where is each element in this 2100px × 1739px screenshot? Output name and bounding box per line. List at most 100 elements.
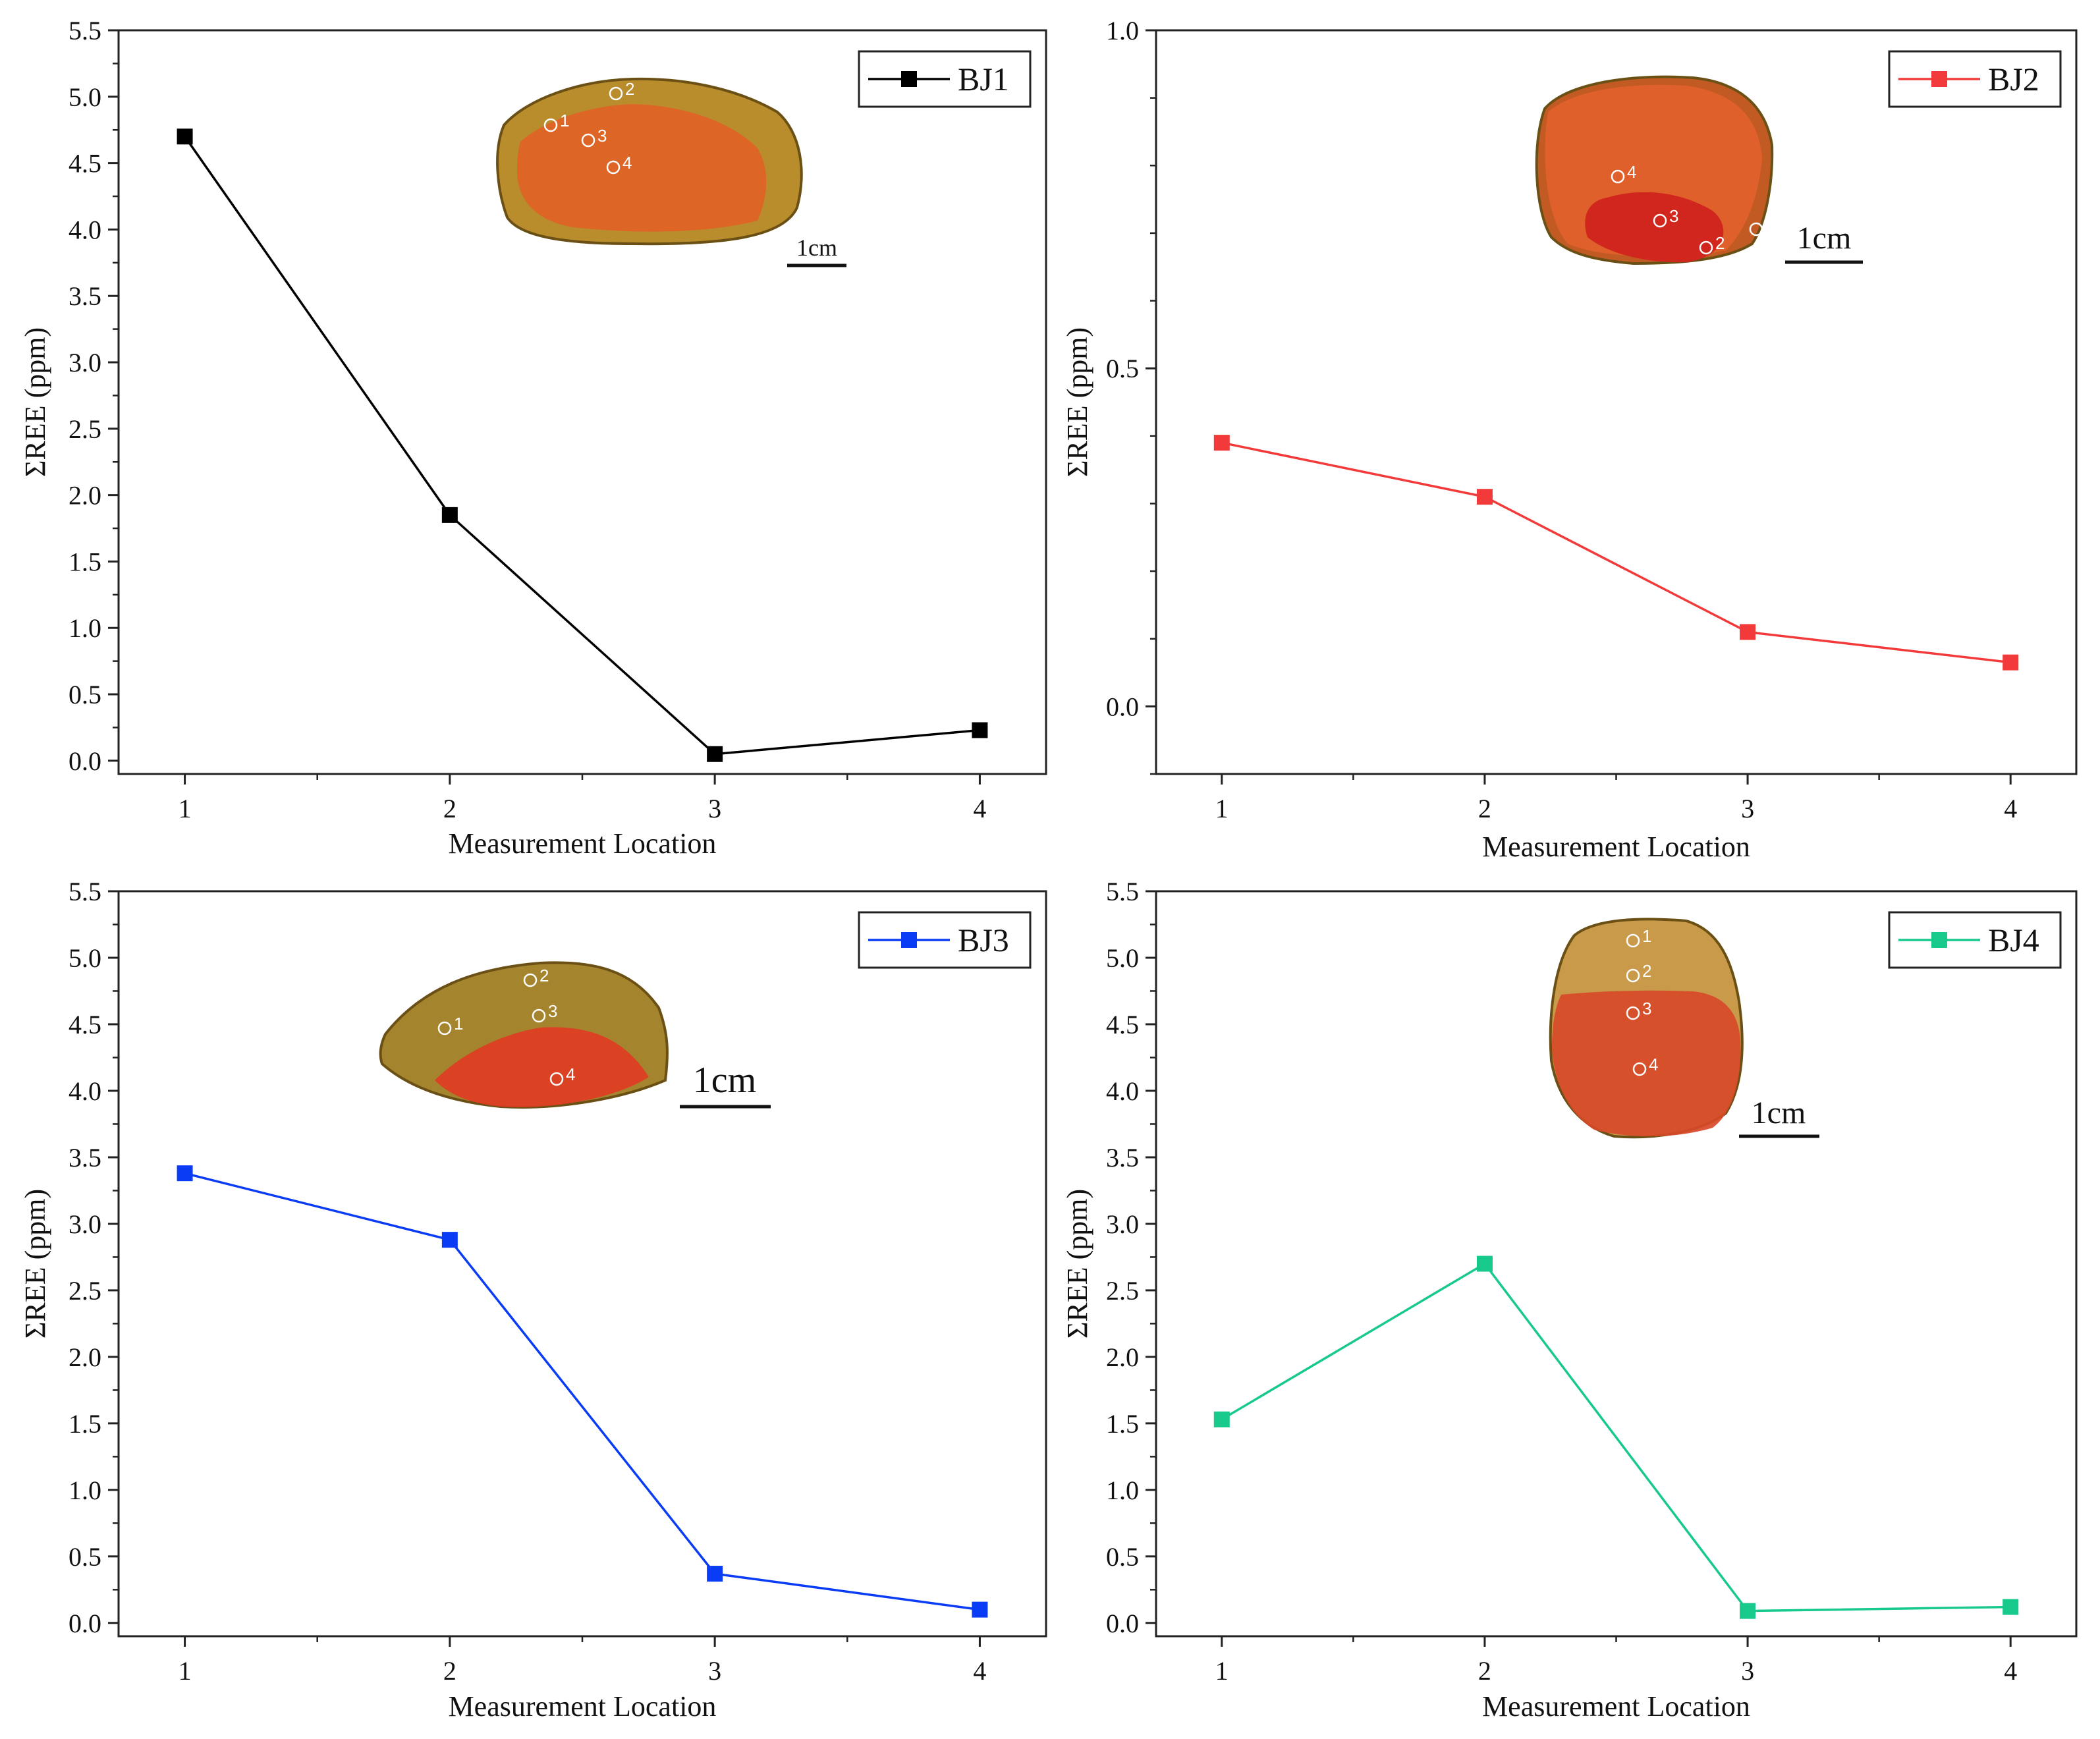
legend-label: BJ2 — [1988, 61, 2039, 97]
y-tick-label: 1.0 — [69, 1476, 101, 1505]
y-tick-label: 4.5 — [1106, 1010, 1139, 1039]
legend-marker-swatch — [901, 932, 917, 948]
specimen-photo: 1 2 34 1cm — [496, 77, 846, 267]
data-point — [707, 746, 723, 762]
data-point — [1740, 624, 1756, 640]
measurement-spot — [549, 1072, 564, 1086]
series-line-bj2 — [1221, 441, 2011, 664]
measurement-spot-label: 4 — [622, 153, 632, 173]
legend-marker-swatch — [901, 71, 917, 87]
x-tick-label: 2 — [443, 794, 456, 823]
y-tick-label: 5.0 — [69, 943, 101, 973]
y-tick-label: 1.5 — [69, 1409, 101, 1439]
y-tick-label: 3.5 — [69, 1143, 101, 1173]
x-tick-label: 3 — [708, 1656, 721, 1686]
x-tick-label: 2 — [1478, 1656, 1491, 1686]
x-tick-label: 4 — [973, 1656, 986, 1686]
y-tick-label: 2.5 — [69, 414, 101, 444]
y-tick-label: 2.0 — [1106, 1342, 1139, 1372]
y-tick-label: 1.5 — [1106, 1409, 1139, 1439]
panel-bj2: 0.0 0.5 1.0 1 2 3 4 Measurement Location ΣREE (p… — [1061, 16, 2078, 863]
y-tick-label: 4.5 — [69, 149, 101, 179]
y-tick-label: 1.0 — [1106, 16, 1139, 45]
y-tick-label: 3.0 — [69, 1209, 101, 1239]
legend-marker-swatch — [1931, 71, 1947, 87]
x-tick-label: 1 — [1215, 794, 1229, 823]
measurement-spot — [1611, 169, 1625, 184]
measurement-spot-label: 1 — [1642, 926, 1651, 946]
y-tick-label: 3.0 — [1106, 1209, 1139, 1239]
panel-bj4: 0.0 0.5 1.0 1.5 2.0 2.5 3.0 3.5 4.0 4.5 5.0 5.5 1 2 3 4… — [1061, 877, 2078, 1723]
measurement-spot — [1626, 1006, 1640, 1020]
scale-bar-label: 1cm — [1752, 1095, 1806, 1130]
data-point — [441, 1232, 458, 1248]
measurement-spot-label: 3 — [1669, 206, 1678, 226]
x-tick-label: 1 — [1215, 1656, 1229, 1686]
legend-marker-swatch — [1931, 932, 1947, 948]
y-tick-label: 4.0 — [69, 1076, 101, 1106]
specimen-red-zone — [1585, 192, 1724, 263]
y-tick-label: 3.5 — [69, 281, 101, 311]
y-tick-label: 0.5 — [69, 1542, 101, 1572]
y-tick-label: 3.5 — [1106, 1143, 1139, 1173]
scale-bar-label: 1cm — [796, 235, 837, 261]
data-point — [707, 1566, 723, 1582]
measurement-spot-label: 1 — [560, 111, 569, 130]
x-tick-label: 2 — [1478, 794, 1491, 823]
x-tick-label: 4 — [973, 794, 986, 823]
data-point — [972, 1601, 988, 1618]
x-tick-label: 1 — [179, 794, 192, 823]
measurement-spot — [543, 118, 558, 132]
x-tick-label: 1 — [179, 1656, 192, 1686]
y-tick-label: 1.0 — [1106, 1476, 1139, 1505]
x-axis-title: Measurement Location — [1482, 831, 1750, 863]
y-tick-label: 5.5 — [1106, 877, 1139, 906]
data-point — [1476, 1256, 1493, 1272]
x-tick-label: 4 — [2004, 794, 2017, 823]
data-point — [2003, 654, 2019, 671]
y-tick-label: 5.5 — [69, 877, 101, 906]
y-tick-label: 0.0 — [69, 746, 101, 776]
specimen-core — [1552, 990, 1741, 1137]
y-tick-label: 4.5 — [69, 1010, 101, 1039]
y-axis-title: ΣREE (ppm) — [1061, 1189, 1093, 1339]
measurement-spot-label: 4 — [1627, 162, 1636, 182]
measurement-spot-label: 1 — [1765, 215, 1775, 235]
measurement-spot — [1626, 933, 1640, 948]
data-point — [1213, 435, 1230, 451]
data-point — [177, 1165, 193, 1182]
x-tick-label: 3 — [708, 794, 721, 823]
measurement-spot — [1632, 1062, 1647, 1076]
y-tick-label: 0.0 — [1106, 692, 1139, 721]
legend: BJ3 — [858, 911, 1032, 969]
measurement-spot-label: 1 — [454, 1014, 463, 1034]
data-point — [1740, 1603, 1756, 1619]
y-tick-label: 2.5 — [1106, 1276, 1139, 1306]
scale-bar-label: 1cm — [1797, 221, 1852, 256]
y-tick-label: 1.5 — [69, 547, 101, 576]
panel-bj1: 0.00.51.01.52.02.53.03.54.04.55.05.51 2 3 4… — [19, 16, 1047, 860]
series-line-bj1 — [184, 136, 980, 756]
y-tick-label: 5.0 — [69, 82, 101, 112]
legend-label: BJ4 — [1988, 922, 2039, 958]
x-tick-label: 3 — [1741, 794, 1754, 823]
data-point — [1213, 1411, 1230, 1427]
measurement-spot-label: 2 — [625, 79, 634, 99]
y-tick-label: 2.5 — [69, 1276, 101, 1306]
measurement-spot — [1699, 240, 1713, 255]
measurement-spot — [532, 1008, 546, 1023]
measurement-spot — [606, 160, 621, 175]
measurement-spot — [1653, 213, 1667, 228]
measurement-spot-label: 3 — [597, 126, 607, 146]
x-tick-label: 3 — [1741, 1656, 1754, 1686]
measurement-spot-label: 3 — [1642, 999, 1651, 1018]
data-point — [972, 722, 988, 738]
y-tick-label: 1.0 — [69, 613, 101, 643]
y-tick-label: 5.5 — [69, 16, 101, 45]
legend-label: BJ1 — [958, 61, 1009, 97]
measurement-spot-label: 3 — [548, 1001, 557, 1021]
y-tick-label: 4.0 — [1106, 1076, 1139, 1106]
